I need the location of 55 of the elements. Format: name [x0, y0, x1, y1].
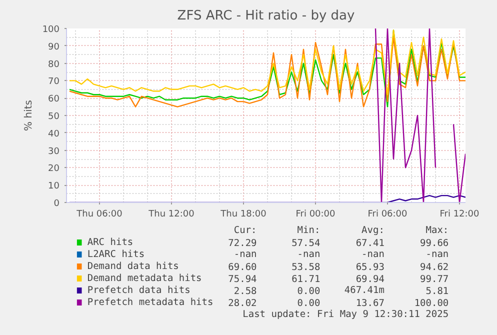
text: Min: — [297, 225, 320, 236]
legend-label: L2ARC hits — [87, 249, 145, 260]
x-tick-label: Thu 06:00 — [76, 210, 123, 220]
text: 57.54 — [292, 238, 320, 249]
y-tick-label: 80 — [48, 60, 60, 70]
text: 69.94 — [356, 274, 385, 285]
text: 53.58 — [292, 262, 320, 273]
y-tick-label: 40 — [48, 129, 60, 140]
text: 69.60 — [228, 262, 258, 273]
y-tick-label: 70 — [48, 77, 60, 88]
x-tick-label: Fri 12:00 — [440, 210, 480, 220]
legend-label: Prefetch data hits — [87, 285, 190, 296]
x-tick-label: Fri 06:00 — [368, 210, 408, 220]
y-axis-title: % hits — [23, 100, 34, 131]
y-tick-label: 90 — [48, 42, 60, 52]
text: 99.77 — [420, 274, 449, 285]
y-tick-label: 100 — [42, 25, 60, 35]
text: 75.94 — [228, 274, 258, 285]
legend-label: Prefetch metadata hits — [87, 297, 214, 308]
chart-title: ZFS ARC - Hit ratio - by day — [177, 8, 355, 24]
y-tick-label: 30 — [48, 146, 60, 157]
text: 2.58 — [234, 286, 258, 297]
text: 61.71 — [292, 274, 320, 285]
x-tick-label: Thu 18:00 — [220, 210, 267, 220]
text: Cur: — [234, 225, 257, 236]
y-tick-label: 10 — [48, 182, 60, 192]
text: -nan — [234, 249, 257, 260]
text: 65.93 — [356, 262, 384, 273]
y-tick-label: 60 — [48, 94, 60, 105]
text: 13.67 — [356, 298, 384, 309]
legend-label: ARC hits — [87, 237, 134, 248]
text: 72.29 — [228, 238, 258, 249]
line-series — [68, 30, 466, 96]
text: 467.41m — [344, 285, 385, 296]
text: Avg: — [362, 225, 384, 236]
text: Max: — [426, 225, 449, 236]
text: 0.00 — [297, 286, 320, 297]
y-tick-label: 50 — [48, 112, 60, 122]
text: 67.41 — [356, 238, 385, 249]
legend-label: Demand data hits — [87, 261, 179, 272]
text: -nan — [426, 249, 449, 260]
text: 94.62 — [420, 262, 449, 273]
legend-label: Demand metadata hits — [87, 273, 202, 284]
text: Last update: Fri May 9 12:30:11 2025 — [242, 309, 449, 320]
y-tick-label: 20 — [48, 164, 60, 174]
text: 28.02 — [228, 298, 257, 309]
x-tick-label: Thu 12:00 — [148, 210, 195, 220]
text: 0.00 — [297, 298, 320, 309]
y-tick-label: 0 — [54, 199, 60, 209]
x-tick-label: Fri 00:00 — [296, 210, 336, 220]
text: 100.00 — [414, 298, 449, 309]
text: -nan — [362, 249, 384, 260]
text: 99.66 — [420, 238, 449, 249]
text: -nan — [297, 249, 320, 260]
text: 5.81 — [426, 286, 449, 297]
